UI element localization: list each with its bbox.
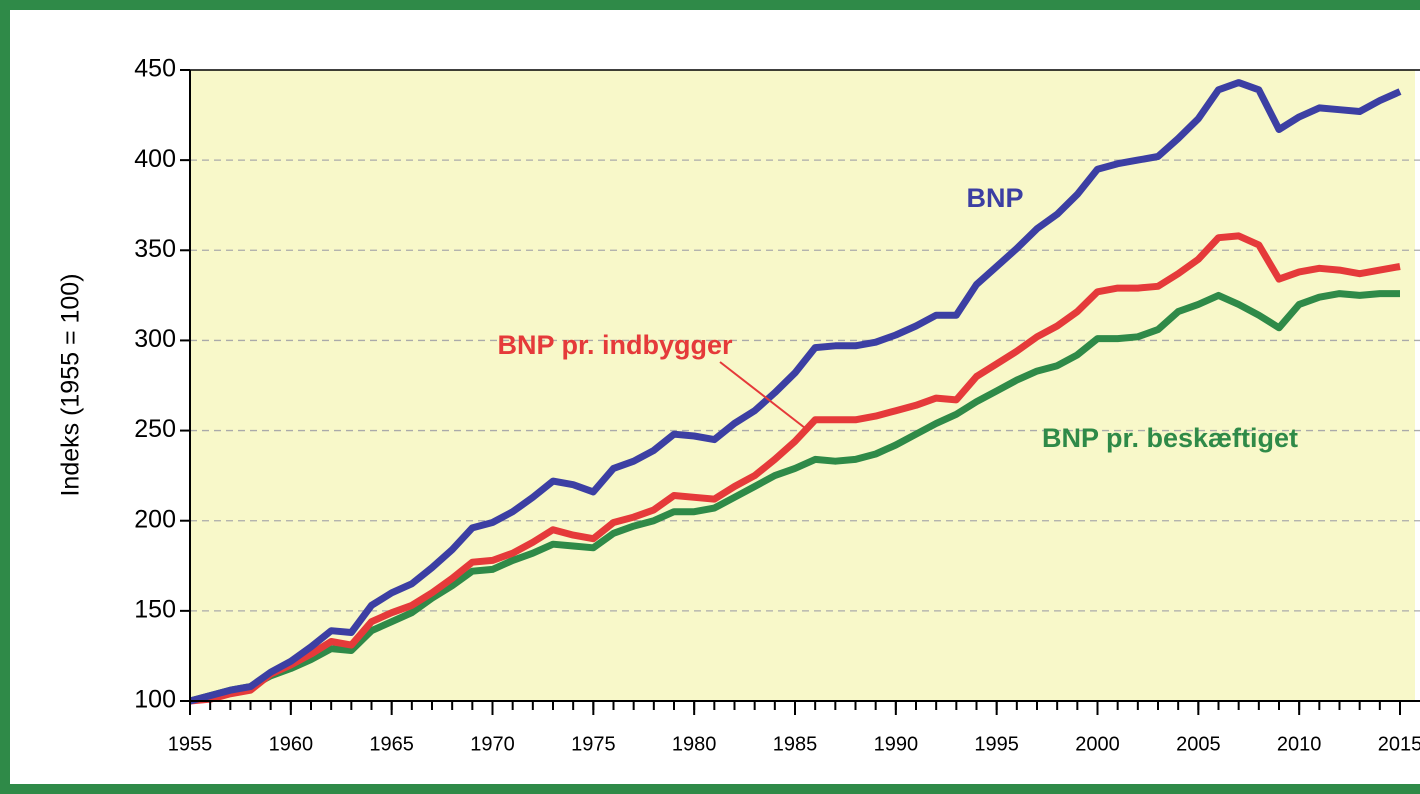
series-label: BNP [966, 183, 1023, 213]
series-line [189, 232, 1401, 705]
x-tick-label: 2015 [1378, 733, 1420, 755]
leader-line [719, 361, 806, 429]
x-tick-label: 2000 [1075, 733, 1120, 755]
x-tick-label: 1960 [269, 733, 314, 755]
x-tick-label: 1985 [773, 733, 818, 755]
series-label: BNP pr. beskæftiget [1042, 423, 1298, 453]
series-line [189, 290, 1400, 705]
plot-area [190, 70, 1415, 701]
y-axis-label: Indeks (1955 = 100) [57, 273, 85, 496]
x-tick-label: 1965 [369, 733, 414, 755]
x-tick-label: 2010 [1277, 733, 1322, 755]
y-tick-label: 350 [134, 235, 176, 263]
y-tick-label: 150 [134, 595, 176, 623]
x-tick-label: 1995 [974, 733, 1019, 755]
x-tick-label: 2005 [1176, 733, 1221, 755]
x-tick-label: 1975 [571, 733, 616, 755]
y-tick-label: 200 [134, 505, 176, 533]
series-label: BNP pr. indbygger [497, 330, 733, 360]
y-tick-label: 100 [134, 686, 176, 714]
x-tick-label: 1980 [672, 733, 717, 755]
y-tick-label: 300 [134, 325, 176, 353]
x-tick-label: 1970 [470, 733, 515, 755]
x-tick-label: 1990 [874, 733, 919, 755]
series-line [189, 79, 1402, 705]
y-tick-label: 450 [134, 55, 176, 83]
y-tick-label: 250 [134, 415, 176, 443]
x-tick-label: 1955 [168, 733, 213, 755]
y-tick-label: 400 [134, 145, 176, 173]
